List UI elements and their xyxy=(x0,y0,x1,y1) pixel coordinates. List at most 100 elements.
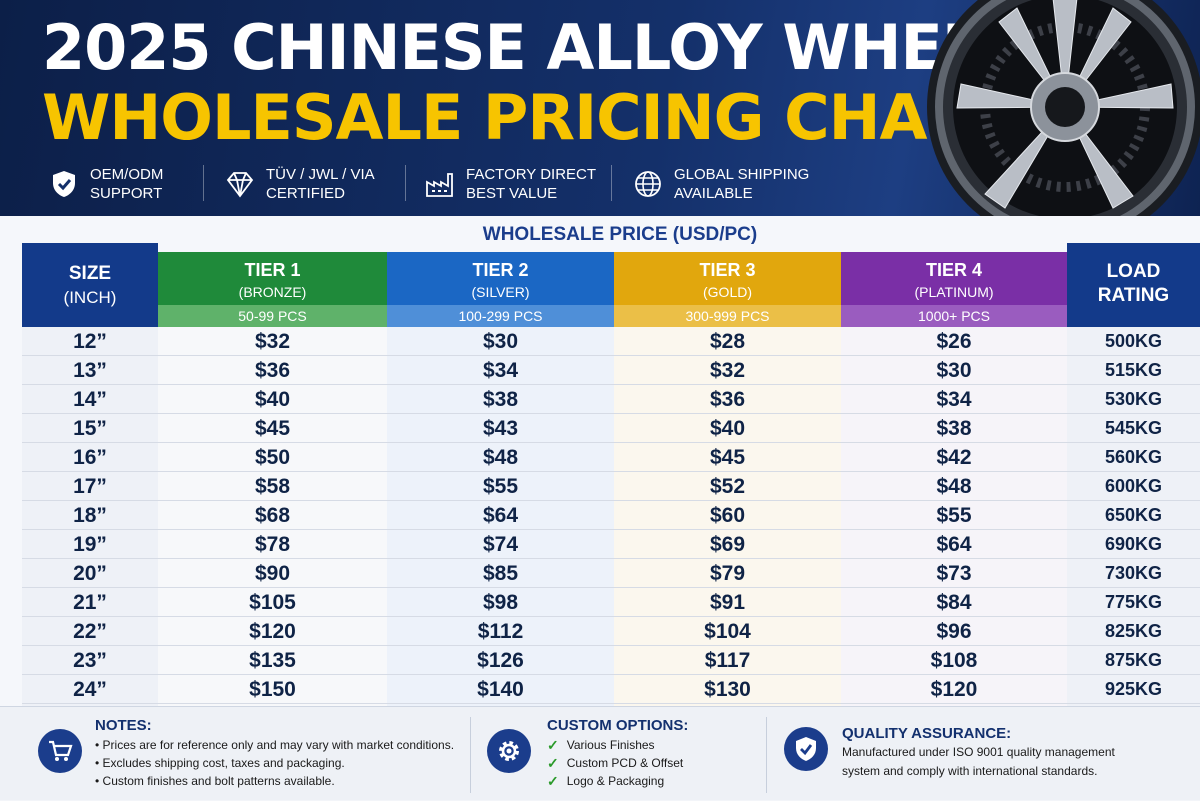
table-row: 13” $36 $34 $32 $30 515KG xyxy=(22,356,1200,385)
tier1-price: $150 xyxy=(249,678,296,701)
load-rating: 690KG xyxy=(1104,534,1163,554)
size-cell: 13” xyxy=(73,359,107,382)
check-icon: ✓ xyxy=(547,737,559,753)
tier4-header: TIER 4 (PLATINUM) 1000+ PCS xyxy=(841,252,1067,327)
quality-line2: system and comply with international sta… xyxy=(842,764,1098,778)
tier2-name: TIER 2 xyxy=(472,260,529,280)
quality-title: QUALITY ASSURANCE: xyxy=(842,725,1012,742)
feature-divider xyxy=(611,165,612,201)
tier4-price: $84 xyxy=(936,591,972,614)
tier1-price: $135 xyxy=(249,649,296,672)
custom-option-item: ✓ Custom PCD & Offset xyxy=(547,755,684,771)
size-cell: 18” xyxy=(73,504,107,527)
load-rating-header: LOAD RATING xyxy=(1067,243,1200,327)
feature-divider xyxy=(203,165,204,201)
pricing-table: WHOLESALE PRICE (USD/PC) SIZE (INCH) TIE… xyxy=(0,216,1200,706)
feature-oem-line1: OEM/ODM xyxy=(90,166,164,183)
tier2-price: $85 xyxy=(482,562,519,585)
custom-options-title: CUSTOM OPTIONS: xyxy=(547,717,689,734)
tier3-price: $69 xyxy=(709,533,746,556)
load-header-line2: RATING xyxy=(1097,285,1170,306)
tier3-price: $117 xyxy=(704,649,751,672)
table-row: 16” $50 $48 $45 $42 560KG xyxy=(22,443,1200,472)
shield-check-icon xyxy=(784,727,828,771)
tier1-price: $90 xyxy=(254,562,291,585)
tier3-price: $60 xyxy=(709,504,746,527)
table-row: 22” $120 $112 $104 $96 825KG xyxy=(22,617,1200,646)
footer-divider xyxy=(470,717,471,793)
gear-icon xyxy=(487,729,531,773)
tier4-price: $26 xyxy=(936,330,972,353)
tier2-price: $48 xyxy=(482,446,519,469)
tier1-name: TIER 1 xyxy=(244,260,301,280)
tier1-price: $68 xyxy=(254,504,291,527)
feature-oem-line2: SUPPORT xyxy=(90,185,163,202)
tier2-price: $98 xyxy=(482,591,519,614)
tier3-header: TIER 3 (GOLD) 300-999 PCS xyxy=(614,252,841,327)
tier3-name: TIER 3 xyxy=(699,260,756,280)
tier1-price: $45 xyxy=(254,417,291,440)
size-cell: 20” xyxy=(73,562,107,585)
feature-certified: TÜV / JWL / VIA CERTIFIED xyxy=(224,164,375,204)
quality-text: Manufactured under ISO 9001 quality mana… xyxy=(842,743,1115,781)
feature-factory: FACTORY DIRECT BEST VALUE xyxy=(424,164,596,204)
load-rating: 925KG xyxy=(1104,679,1163,699)
tier3-price: $45 xyxy=(709,446,746,469)
tier2-level: (SILVER) xyxy=(471,284,530,300)
check-icon: ✓ xyxy=(547,755,559,771)
tier1-price: $40 xyxy=(254,388,291,411)
globe-icon xyxy=(635,171,661,197)
footer-divider xyxy=(766,717,767,793)
feature-certified-line2: CERTIFIED xyxy=(266,185,345,202)
tier4-price: $48 xyxy=(936,475,972,498)
tier4-price: $38 xyxy=(936,417,972,440)
shield-check-icon xyxy=(53,171,75,197)
tier3-price: $52 xyxy=(709,475,746,498)
check-icon: ✓ xyxy=(547,773,559,789)
tier4-price: $55 xyxy=(936,504,972,527)
feature-oem: OEM/ODM SUPPORT xyxy=(48,164,163,204)
load-rating: 730KG xyxy=(1104,563,1163,583)
size-cell: 24” xyxy=(73,678,107,701)
feature-shipping-line1: GLOBAL SHIPPING xyxy=(674,166,810,183)
tier3-price: $28 xyxy=(709,330,746,353)
price-caption: WHOLESALE PRICE (USD/PC) xyxy=(482,224,758,245)
load-rating: 775KG xyxy=(1104,592,1163,612)
note-item: Prices are for reference only and may va… xyxy=(95,736,454,754)
tier1-price: $36 xyxy=(254,359,291,382)
tier1-price: $120 xyxy=(249,620,296,643)
feature-factory-line2: BEST VALUE xyxy=(466,185,558,202)
feature-factory-line1: FACTORY DIRECT xyxy=(466,166,597,183)
title-line-1: 2025 CHINESE ALLOY WHEEL xyxy=(42,11,1023,84)
diamond-icon xyxy=(226,172,254,198)
load-header-line1: LOAD xyxy=(1106,261,1161,282)
notes-section: NOTES: Prices are for reference only and… xyxy=(0,707,470,801)
size-cell: 16” xyxy=(73,446,107,469)
tier1-price: $58 xyxy=(254,475,291,498)
load-rating: 500KG xyxy=(1104,331,1163,351)
feature-shipping-line2: AVAILABLE xyxy=(674,185,753,202)
feature-divider xyxy=(405,165,406,201)
size-cell: 17” xyxy=(73,475,107,498)
tier4-price: $73 xyxy=(936,562,972,585)
footer-info: NOTES: Prices are for reference only and… xyxy=(0,706,1200,800)
load-rating: 515KG xyxy=(1104,360,1163,380)
tier4-price: $64 xyxy=(936,533,972,556)
tier3-level: (GOLD) xyxy=(703,284,752,300)
table-row: 21” $105 $98 $91 $84 775KG xyxy=(22,588,1200,617)
custom-option-item: ✓ Various Finishes xyxy=(547,737,655,753)
tier1-price: $32 xyxy=(254,330,291,353)
custom-option-item: ✓ Logo & Packaging xyxy=(547,773,665,789)
table-row: 20” $90 $85 $79 $73 730KG xyxy=(22,559,1200,588)
feature-shipping: GLOBAL SHIPPING AVAILABLE xyxy=(632,164,809,204)
tier3-price: $32 xyxy=(709,359,746,382)
tier2-price: $64 xyxy=(482,504,519,527)
tier3-qty: 300-999 PCS xyxy=(614,305,841,327)
tier1-qty: 50-99 PCS xyxy=(158,305,387,327)
size-header: SIZE (INCH) xyxy=(22,243,158,327)
tier3-price: $91 xyxy=(709,591,746,614)
tier2-price: $112 xyxy=(477,620,524,643)
size-cell: 22” xyxy=(73,620,107,643)
table-row: 18” $68 $64 $60 $55 650KG xyxy=(22,501,1200,530)
size-header-line1: SIZE xyxy=(68,263,112,284)
